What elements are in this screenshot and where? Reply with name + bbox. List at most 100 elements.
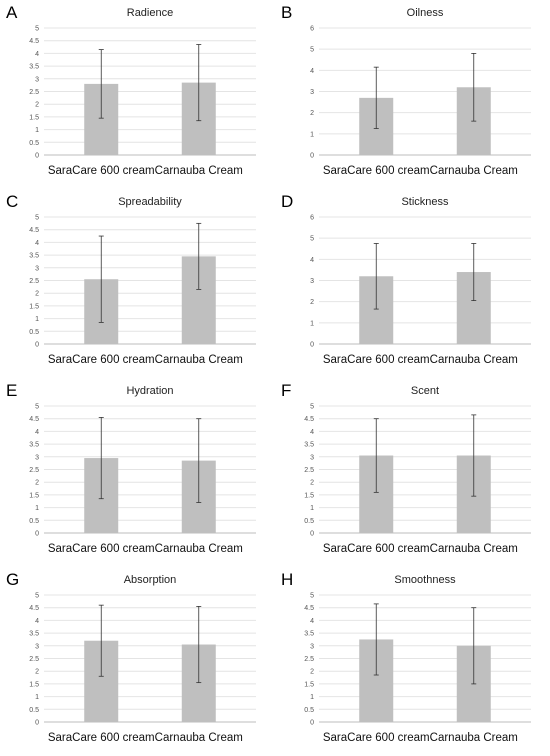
y-tick-label: 3 (310, 89, 314, 96)
y-tick-label: 5 (310, 47, 314, 54)
y-tick-label: 4.5 (29, 38, 39, 45)
y-tick-label: 2 (35, 102, 39, 109)
chart-title: Stickness (401, 196, 449, 208)
y-tick-label: 5 (35, 593, 39, 600)
y-tick-label: 0 (35, 720, 39, 727)
y-tick-label: 1 (310, 320, 314, 327)
y-tick-label: 2 (310, 480, 314, 487)
bar-chart: Radience 0 0.5 1 1.5 2 2.5 3 3.5 4 4.5 5 SaraCare 60… (29, 7, 256, 177)
category-label: Carnauba Cream (155, 732, 243, 744)
chart-title: Smoothness (394, 574, 456, 586)
y-tick-label: 0 (310, 153, 314, 160)
y-tick-label: 0 (310, 531, 314, 538)
bar-chart: Scent 0 0.5 1 1.5 2 2.5 3 3.5 4 4.5 5 SaraCare 600 c… (304, 385, 531, 555)
category-label: SaraCare 600 cream (48, 354, 155, 366)
category-label: Carnauba Cream (430, 165, 518, 177)
y-tick-label: 2.5 (29, 656, 39, 663)
category-label: Carnauba Cream (155, 543, 243, 555)
category-label: Carnauba Cream (155, 354, 243, 366)
y-tick-label: 1 (35, 127, 39, 134)
category-label: Carnauba Cream (430, 543, 518, 555)
chart-title: Hydration (126, 385, 173, 397)
category-label: Carnauba Cream (430, 354, 518, 366)
y-tick-label: 1 (310, 505, 314, 512)
y-tick-label: 1 (35, 316, 39, 323)
y-tick-label: 1 (35, 505, 39, 512)
category-label: SaraCare 600 cream (48, 165, 155, 177)
y-tick-label: 4 (310, 68, 314, 75)
y-tick-label: 1.5 (304, 681, 314, 688)
panel-letter: B (281, 3, 293, 22)
panel-letter: G (6, 570, 20, 589)
panel-letter: F (281, 381, 292, 400)
chart-title: Radience (127, 7, 173, 19)
y-tick-label: 4 (310, 618, 314, 625)
y-tick-label: 0 (35, 153, 39, 160)
y-tick-label: 5 (35, 26, 39, 33)
y-tick-label: 4 (310, 257, 314, 264)
y-tick-label: 2 (310, 110, 314, 117)
y-tick-label: 1.5 (304, 492, 314, 499)
y-tick-label: 1 (35, 694, 39, 701)
chart-title: Absorption (124, 574, 177, 586)
y-tick-label: 0.5 (304, 518, 314, 525)
chart-panel-c: C Spreadability 0 0.5 1 1.5 2 2.5 3 3.5 4 4.5 5 SaraC… (0, 189, 275, 378)
panel-letter: A (6, 3, 18, 22)
chart-panel-b: B Oilness 0 1 2 3 4 5 6 SaraCare 600 cream Carnaub… (275, 0, 550, 189)
y-tick-label: 2 (35, 669, 39, 676)
y-tick-label: 1.5 (29, 492, 39, 499)
chart-panel-e: E Hydration 0 0.5 1 1.5 2 2.5 3 3.5 4 4.5 5 SaraCare … (0, 378, 275, 567)
y-tick-label: 5 (310, 404, 314, 411)
y-tick-label: 3.5 (29, 631, 39, 638)
y-tick-label: 3 (35, 265, 39, 272)
y-tick-label: 3.5 (29, 64, 39, 71)
panel-letter: D (281, 192, 294, 211)
panel-letter: C (6, 192, 19, 211)
y-tick-label: 3 (310, 643, 314, 650)
panel-letter: E (6, 381, 18, 400)
chart-panel-d: D Stickness 0 1 2 3 4 5 6 SaraCare 600 cream Carna… (275, 189, 550, 378)
chart-panel-f: F Scent 0 0.5 1 1.5 2 2.5 3 3.5 4 4.5 5 SaraCare 600 … (275, 378, 550, 567)
y-tick-label: 3 (35, 454, 39, 461)
chart-panel-a: A Radience 0 0.5 1 1.5 2 2.5 3 3.5 4 4.5 5 SaraCare 6… (0, 0, 275, 189)
y-tick-label: 2 (310, 299, 314, 306)
y-tick-label: 4.5 (29, 416, 39, 423)
bar-chart: Oilness 0 1 2 3 4 5 6 SaraCare 600 cream Carnauba… (310, 7, 531, 177)
y-tick-label: 0.5 (29, 140, 39, 147)
chart-panel-h: H Smoothness 0 0.5 1 1.5 2 2.5 3 3.5 4 4.5 5 SaraCare… (275, 567, 550, 756)
category-label: SaraCare 600 cream (48, 543, 155, 555)
bar-chart: Smoothness 0 0.5 1 1.5 2 2.5 3 3.5 4 4.5 5 SaraCare … (304, 574, 531, 744)
y-tick-label: 4.5 (29, 227, 39, 234)
y-tick-label: 0.5 (29, 707, 39, 714)
panel-letter: H (281, 570, 294, 589)
chart-title: Oilness (407, 7, 444, 19)
y-tick-label: 0 (35, 531, 39, 538)
category-label: SaraCare 600 cream (323, 543, 430, 555)
y-tick-label: 1.5 (29, 681, 39, 688)
category-label: SaraCare 600 cream (323, 354, 430, 366)
y-tick-label: 0.5 (304, 707, 314, 714)
y-tick-label: 1 (310, 131, 314, 138)
y-tick-label: 2.5 (304, 656, 314, 663)
y-tick-label: 4.5 (29, 605, 39, 612)
y-tick-label: 3 (35, 643, 39, 650)
y-tick-label: 5 (310, 236, 314, 243)
y-tick-label: 4 (35, 429, 39, 436)
y-tick-label: 3.5 (29, 253, 39, 260)
y-tick-label: 3.5 (29, 442, 39, 449)
y-tick-label: 5 (35, 215, 39, 222)
y-tick-label: 4 (35, 51, 39, 58)
y-tick-label: 4 (310, 429, 314, 436)
y-tick-label: 4 (35, 240, 39, 247)
y-tick-label: 0.5 (29, 329, 39, 336)
y-tick-label: 4.5 (304, 605, 314, 612)
y-tick-label: 4.5 (304, 416, 314, 423)
y-tick-label: 1.5 (29, 114, 39, 121)
y-tick-label: 3 (310, 454, 314, 461)
bar-chart: Hydration 0 0.5 1 1.5 2 2.5 3 3.5 4 4.5 5 SaraCare 6… (29, 385, 256, 555)
bar-chart: Absorption 0 0.5 1 1.5 2 2.5 3 3.5 4 4.5 5 SaraCare … (29, 574, 256, 744)
category-label: Carnauba Cream (430, 732, 518, 744)
bar-chart: Spreadability 0 0.5 1 1.5 2 2.5 3 3.5 4 4.5 5 SaraCa… (29, 196, 256, 366)
category-label: SaraCare 600 cream (48, 732, 155, 744)
